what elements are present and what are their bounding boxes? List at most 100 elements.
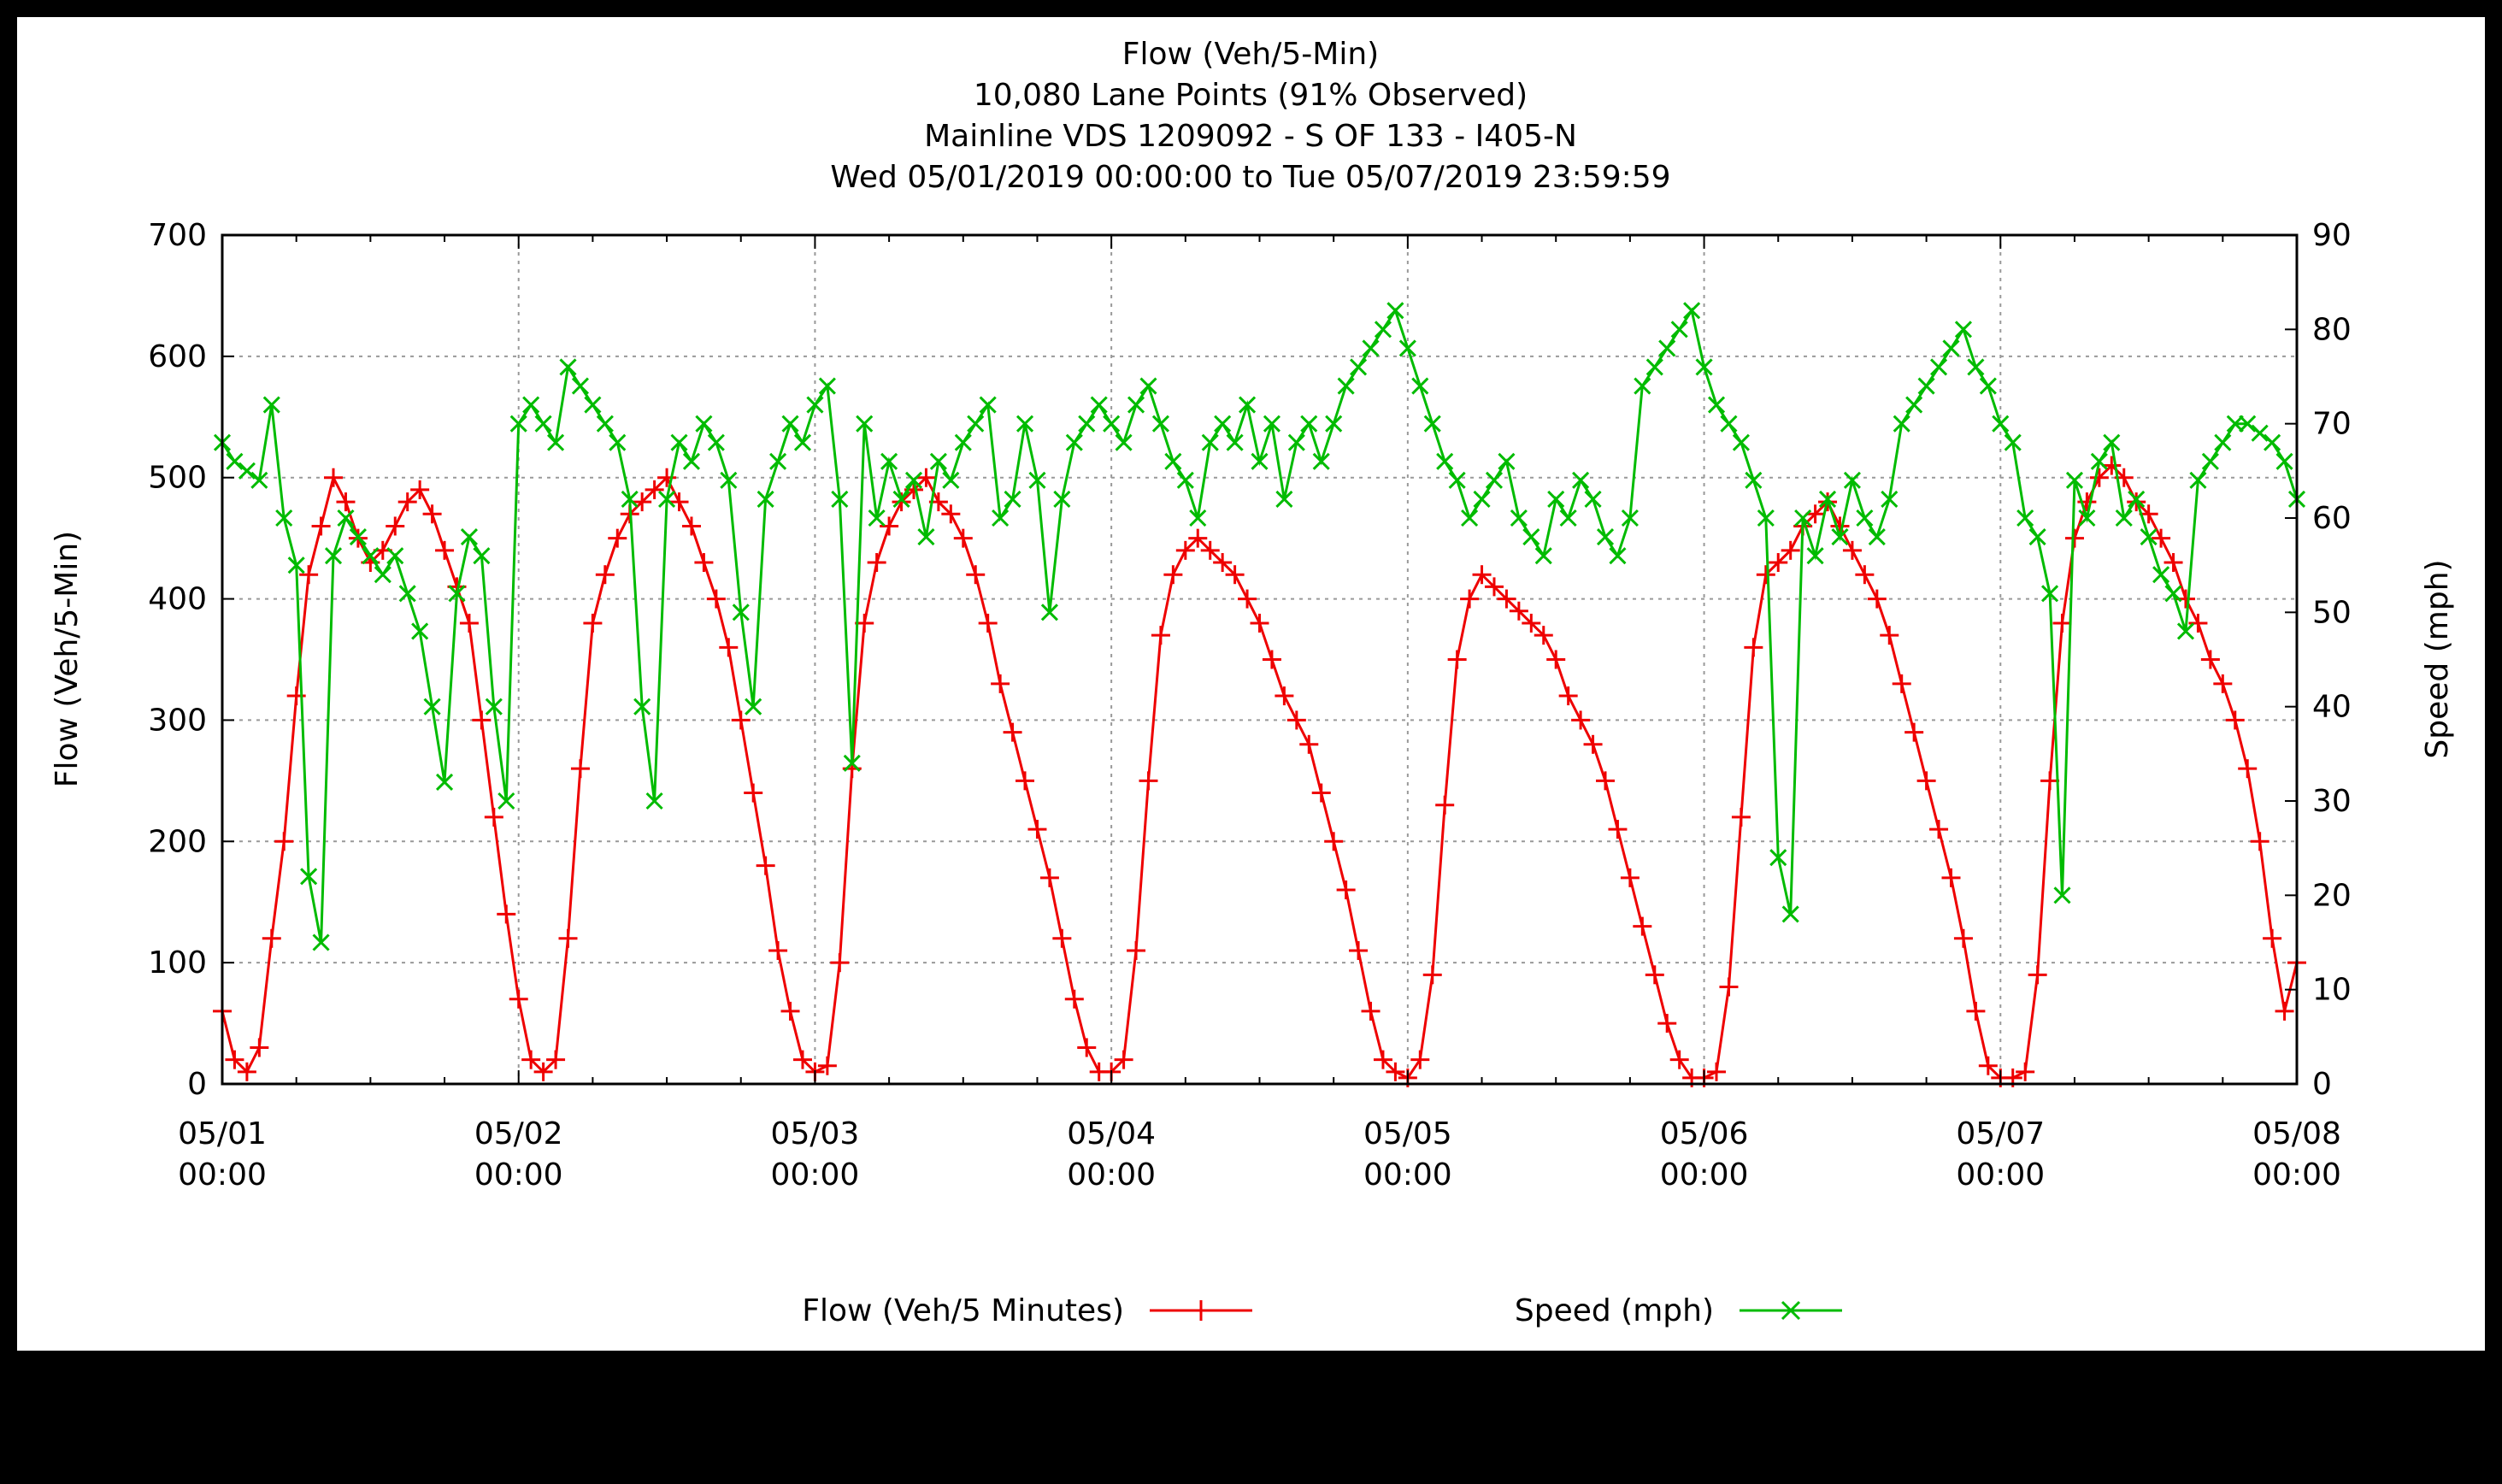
- data-point: [1942, 339, 1960, 357]
- data-point: [1731, 807, 1751, 827]
- data-point: [991, 674, 1010, 693]
- data-point: [1164, 452, 1182, 470]
- data-point: [1411, 377, 1429, 395]
- data-point: [1189, 509, 1207, 527]
- data-point: [1251, 452, 1269, 470]
- title-line-2: 10,080 Lane Points (91% Observed): [974, 78, 1528, 113]
- data-point: [1300, 415, 1318, 433]
- data-point: [1510, 509, 1528, 527]
- data-point: [1522, 613, 1541, 633]
- data-point: [633, 492, 652, 512]
- data-point: [324, 468, 344, 487]
- data-point: [2078, 509, 2096, 527]
- data-point: [941, 504, 961, 524]
- chart-canvas: Flow (Veh/5-Min) 10,080 Lane Points (91%…: [17, 17, 2485, 1351]
- data-point: [472, 710, 492, 730]
- data-point: [769, 452, 787, 470]
- data-point: [435, 540, 455, 560]
- data-point: [1683, 302, 1701, 320]
- data-point: [1485, 471, 1504, 489]
- data-point: [2053, 886, 2071, 904]
- data-point: [707, 433, 725, 451]
- data-point: [1361, 1001, 1381, 1021]
- data-point: [2275, 1001, 2294, 1021]
- data-point: [1805, 504, 1825, 524]
- data-point: [1386, 302, 1404, 320]
- data-point: [374, 566, 391, 584]
- data-point: [1769, 849, 1787, 867]
- data-point: [1534, 547, 1552, 565]
- data-point: [1707, 1062, 1727, 1081]
- data-point: [558, 928, 578, 948]
- data-point: [2090, 452, 2108, 470]
- data-point: [657, 468, 677, 487]
- data-point: [1571, 710, 1591, 730]
- data-point: [1880, 626, 1899, 645]
- data-point: [324, 547, 343, 565]
- data-point: [533, 1062, 553, 1081]
- data-point: [1349, 940, 1369, 960]
- data-point: [423, 698, 441, 716]
- data-point: [1139, 771, 1158, 791]
- x-tick-time: 00:00: [1660, 1157, 1749, 1192]
- data-point: [992, 509, 1010, 527]
- data-point: [2041, 585, 2059, 603]
- data-point: [979, 396, 997, 414]
- data-point: [1818, 490, 1837, 508]
- data-point: [1325, 415, 1343, 433]
- x-tick-date: 05/03: [771, 1116, 860, 1151]
- data-point: [411, 622, 429, 640]
- data-point: [559, 358, 577, 376]
- data-point: [2201, 452, 2219, 470]
- data-point: [1238, 396, 1257, 414]
- data-point: [1905, 396, 1923, 414]
- data-point: [2251, 424, 2269, 442]
- data-point: [1436, 452, 1454, 470]
- data-point: [1992, 415, 2010, 433]
- data-point: [978, 613, 998, 633]
- data-point: [522, 396, 540, 414]
- data-point: [1781, 540, 1800, 560]
- x-tick-time: 00:00: [1363, 1157, 1452, 1192]
- data-point: [1139, 377, 1157, 395]
- data-point: [694, 553, 714, 573]
- data-point: [1028, 471, 1046, 489]
- data-point: [731, 710, 751, 730]
- data-point: [719, 638, 739, 657]
- data-point: [509, 989, 528, 1009]
- data-point: [1004, 490, 1021, 508]
- data-point: [1966, 1001, 1986, 1021]
- data-point: [226, 452, 244, 470]
- data-point: [942, 471, 960, 489]
- data-point: [1658, 339, 1676, 357]
- data-point: [916, 468, 936, 487]
- data-point: [1842, 540, 1862, 560]
- data-point: [2164, 585, 2182, 603]
- data-point: [904, 471, 923, 489]
- series-speed: [213, 302, 2306, 951]
- data-point: [1669, 1050, 1689, 1069]
- data-point: [2115, 509, 2133, 527]
- legend-flow-label: Flow (Veh/5 Minutes): [802, 1293, 1124, 1328]
- data-point: [1831, 528, 1849, 546]
- legend: Flow (Veh/5 Minutes) Speed (mph): [802, 1293, 1842, 1328]
- data-point: [2188, 613, 2208, 633]
- data-point: [1447, 650, 1467, 669]
- data-point: [1151, 626, 1170, 645]
- data-point: [1769, 553, 1788, 573]
- data-point: [1065, 433, 1083, 451]
- data-point: [497, 792, 515, 810]
- data-point: [238, 462, 256, 480]
- data-point: [1498, 452, 1516, 470]
- data-point: [1163, 565, 1183, 585]
- y-left-label: Flow (Veh/5-Min): [50, 531, 85, 787]
- data-point: [1422, 965, 1442, 985]
- x-tick-time: 00:00: [2252, 1157, 2341, 1192]
- data-point: [792, 1050, 812, 1069]
- data-point: [1953, 928, 1973, 948]
- data-point: [2016, 509, 2034, 527]
- data-point: [1040, 604, 1058, 621]
- data-point: [1176, 471, 1194, 489]
- data-point: [1608, 820, 1628, 839]
- data-point: [1374, 321, 1392, 339]
